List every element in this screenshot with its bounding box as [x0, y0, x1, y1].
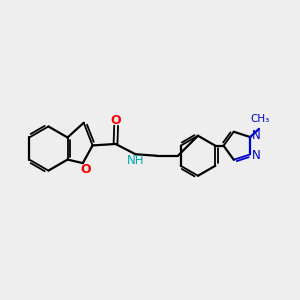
Text: O: O — [111, 114, 122, 127]
Text: NH: NH — [127, 154, 145, 167]
Text: O: O — [80, 163, 91, 176]
Text: N: N — [252, 149, 261, 162]
Text: N: N — [252, 129, 261, 142]
Text: CH₃: CH₃ — [250, 114, 269, 124]
